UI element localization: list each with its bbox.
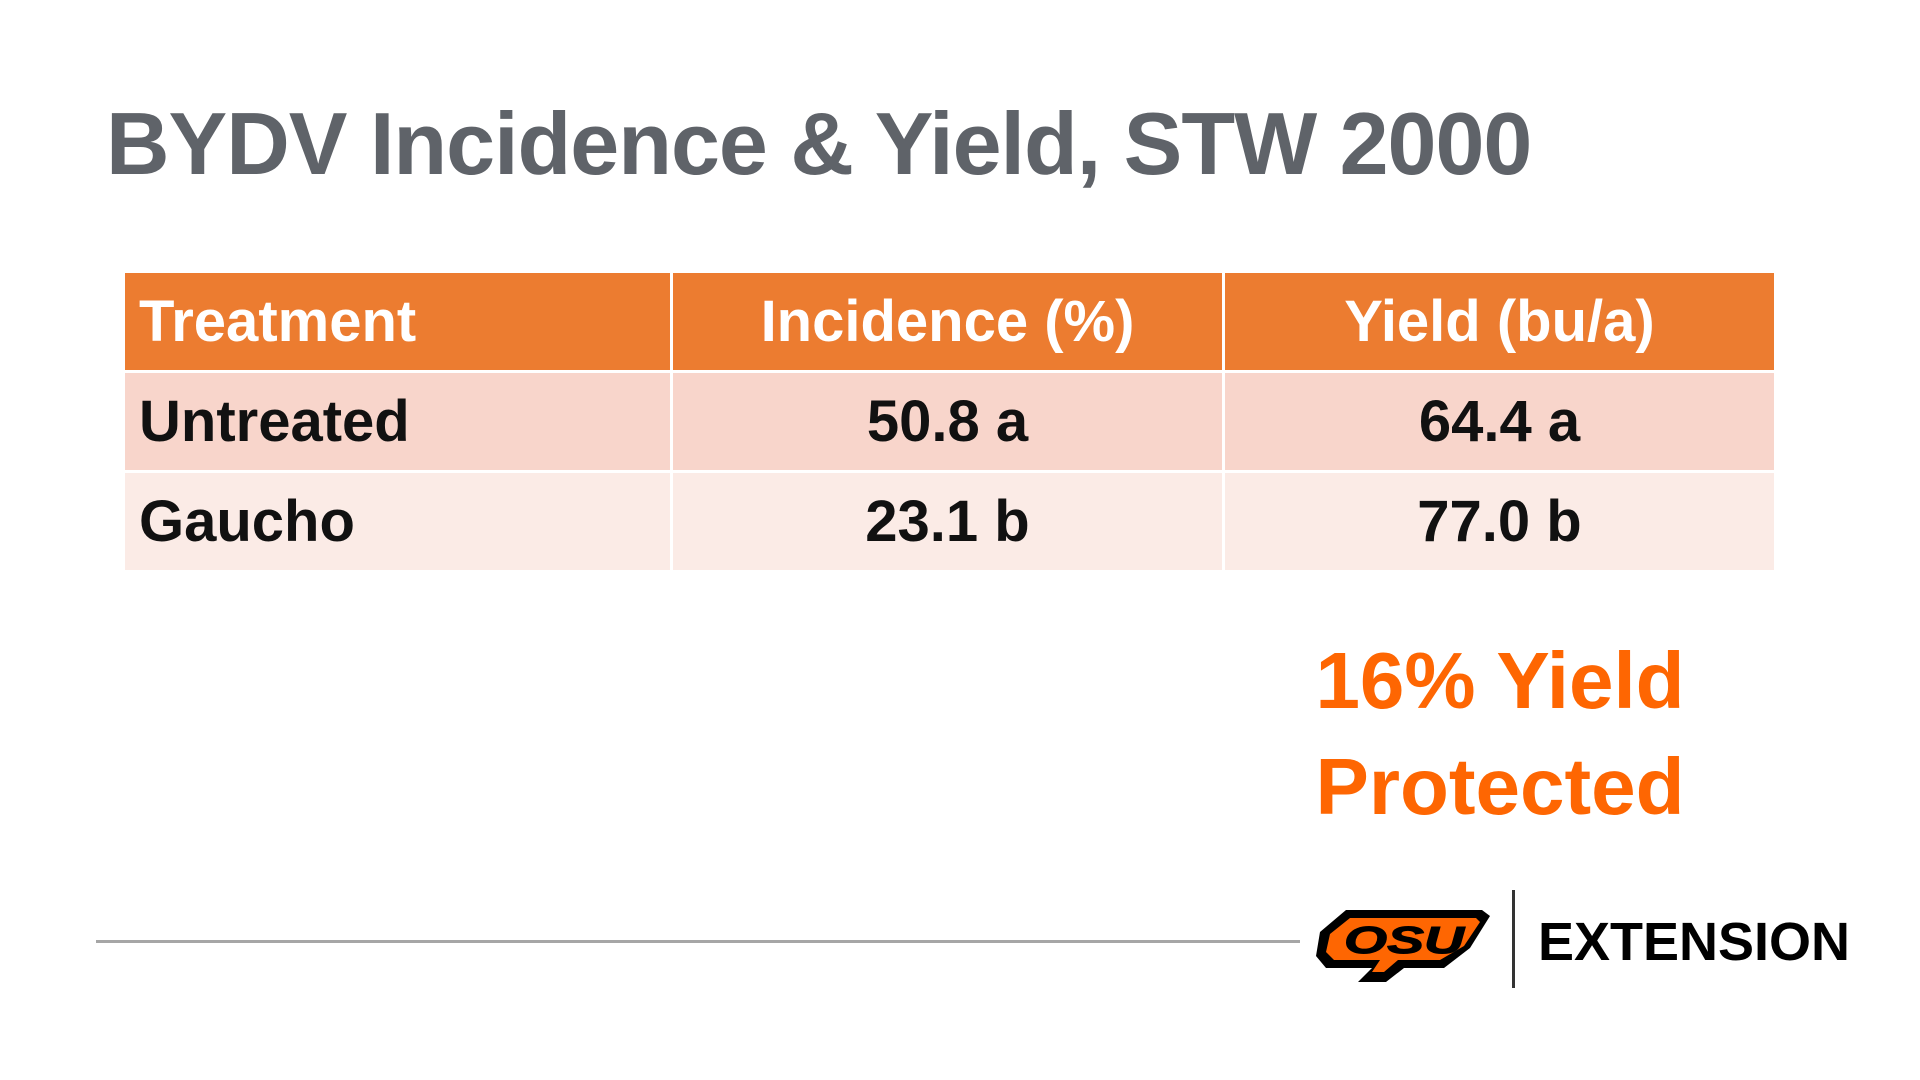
- logo-lettering: OSU: [1344, 920, 1466, 962]
- header-incidence: Incidence (%): [670, 270, 1225, 373]
- callout-line-2: Protected: [1315, 742, 1685, 831]
- footer-divider-line: [96, 940, 1300, 943]
- logo-fill: [1326, 918, 1480, 972]
- slide-title: BYDV Incidence & Yield, STW 2000: [106, 94, 1532, 193]
- header-treatment: Treatment: [122, 270, 673, 373]
- table-row: Gaucho 23.1 b 77.0 b: [122, 470, 1777, 573]
- header-yield: Yield (bu/a): [1222, 270, 1777, 373]
- cell-incidence: 50.8 a: [670, 370, 1225, 473]
- logo-divider: [1512, 890, 1515, 988]
- cell-yield: 64.4 a: [1222, 370, 1777, 473]
- extension-label: EXTENSION: [1538, 912, 1851, 972]
- table-header-row: Treatment Incidence (%) Yield (bu/a): [122, 270, 1777, 373]
- cell-yield: 77.0 b: [1222, 470, 1777, 573]
- callout-line-1: 16% Yield: [1315, 636, 1685, 725]
- yield-callout: 16% Yield Protected: [1290, 628, 1710, 840]
- table-row: Untreated 50.8 a 64.4 a: [122, 370, 1777, 473]
- cell-treatment: Untreated: [122, 370, 673, 473]
- cell-incidence: 23.1 b: [670, 470, 1225, 573]
- data-table: Treatment Incidence (%) Yield (bu/a) Unt…: [122, 270, 1777, 573]
- cell-treatment: Gaucho: [122, 470, 673, 573]
- osu-logo: OSU: [1316, 910, 1490, 982]
